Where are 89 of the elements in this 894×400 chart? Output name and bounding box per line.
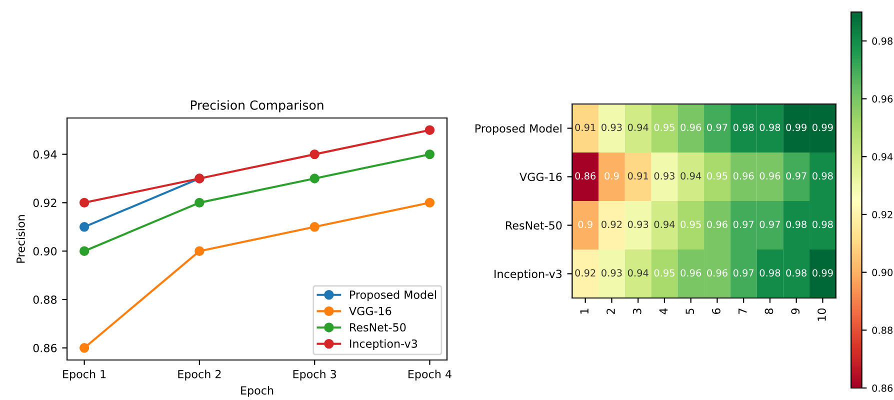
legend-label: Proposed Model xyxy=(350,290,436,302)
color-bar-label: 0.86 xyxy=(872,384,893,392)
x-tick-label: 7 xyxy=(738,308,747,314)
data-label: 0.96 xyxy=(680,269,702,277)
point xyxy=(194,198,204,208)
data-label: 0.96 xyxy=(707,269,728,277)
chart-title: Precision Comparison xyxy=(190,100,324,112)
data-label: 0.99 xyxy=(812,269,833,277)
data-label: 0.95 xyxy=(654,124,674,132)
data-label: 0.93 xyxy=(628,220,648,228)
data-label: 0.94 xyxy=(628,124,648,132)
data-label: 0.96 xyxy=(733,172,754,180)
color-bar-label: 0.96 xyxy=(872,95,893,103)
legend-label: Inception-v3 xyxy=(350,339,418,350)
y-tick-label: Proposed Model xyxy=(475,124,562,135)
x-tick-label: Epoch 1 xyxy=(63,370,106,380)
data-label: 0.99 xyxy=(812,124,833,132)
x-tick-label: 1 xyxy=(580,308,588,314)
point xyxy=(79,246,90,256)
data-label: 0.96 xyxy=(680,124,702,132)
x-axis-title: Epoch xyxy=(241,386,274,397)
point xyxy=(310,149,320,160)
data-label: 0.94 xyxy=(680,172,702,180)
y-tick-label: 0.92 xyxy=(33,198,56,208)
data-label: 0.94 xyxy=(654,220,675,228)
data-label: 0.91 xyxy=(628,172,648,180)
data-label: 0.98 xyxy=(812,220,833,228)
y-tick-label: 0.94 xyxy=(33,150,57,159)
y-tick-label: 0.90 xyxy=(33,247,57,256)
data-label: 0.95 xyxy=(680,220,701,228)
x-tick-label: 3 xyxy=(632,308,642,314)
point xyxy=(424,125,435,135)
x-tick-label: Epoch 3 xyxy=(293,370,336,380)
x-tick-label: 6 xyxy=(712,308,720,314)
color-bar-label: 0.88 xyxy=(872,326,893,334)
color-bar-label: 0.94 xyxy=(872,153,893,160)
color-bar-label: 0.92 xyxy=(872,210,892,218)
x-tick-label: Epoch 2 xyxy=(178,370,221,380)
data-label: 0.9 xyxy=(578,220,592,228)
data-label: 0.97 xyxy=(733,220,754,228)
y-tick-label: Inception-v3 xyxy=(494,270,562,280)
point xyxy=(79,198,90,208)
y-tick-label: 0.88 xyxy=(33,295,57,304)
data-label: 0.96 xyxy=(760,172,780,180)
x-tick-label: 8 xyxy=(764,308,774,314)
data-label: 0.92 xyxy=(575,269,596,277)
legend-label: ResNet-50 xyxy=(350,323,406,332)
data-label: 0.94 xyxy=(628,269,648,277)
data-label: 0.97 xyxy=(786,172,806,180)
data-label: 0.98 xyxy=(733,124,754,132)
y-axis-title: Precision xyxy=(16,215,25,263)
data-label: 0.86 xyxy=(575,172,596,180)
data-label: 0.93 xyxy=(602,124,622,132)
y-tick-label: 0.86 xyxy=(33,344,57,352)
data-label: 0.93 xyxy=(654,172,675,180)
data-label: 0.98 xyxy=(786,269,806,277)
y-tick-label: VGG-16 xyxy=(520,172,562,182)
data-label: 0.98 xyxy=(812,172,833,180)
point xyxy=(79,222,90,232)
data-label: 0.91 xyxy=(575,124,596,132)
point xyxy=(79,343,90,353)
data-label: 0.97 xyxy=(707,124,728,132)
data-label: 0.93 xyxy=(602,269,622,277)
data-label: 0.97 xyxy=(733,269,754,277)
x-tick-label: 9 xyxy=(791,308,800,314)
point xyxy=(310,222,320,232)
point xyxy=(310,174,320,184)
data-label: 0.9 xyxy=(604,172,619,180)
x-tick-label: 2 xyxy=(606,308,615,314)
data-label: 0.95 xyxy=(707,172,728,180)
data-label: 0.95 xyxy=(654,269,674,277)
point xyxy=(424,149,435,160)
x-tick-label: 4 xyxy=(659,308,668,314)
data-label: 0.97 xyxy=(760,220,780,228)
color-bar-label: 0.90 xyxy=(872,268,893,276)
data-label: 0.98 xyxy=(786,220,806,228)
y-tick-label: ResNet-50 xyxy=(506,221,562,230)
legend-label: VGG-16 xyxy=(349,306,392,316)
data-label: 0.99 xyxy=(786,124,806,132)
x-tick-label: 5 xyxy=(686,308,694,314)
data-label: 0.96 xyxy=(707,220,728,228)
data-label: 0.98 xyxy=(760,124,780,132)
x-tick-label: 10 xyxy=(818,308,826,321)
x-tick-label: Epoch 4 xyxy=(408,370,452,380)
point xyxy=(424,198,435,208)
data-label: 0.92 xyxy=(602,220,622,228)
data-label: 0.98 xyxy=(760,269,780,277)
color-bar-label: 0.98 xyxy=(872,37,893,45)
point xyxy=(194,246,204,256)
